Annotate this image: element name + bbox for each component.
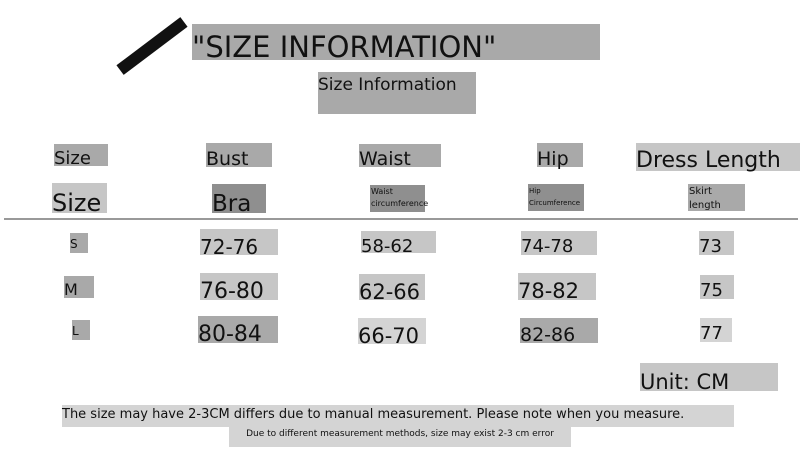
decorative-slash — [116, 17, 188, 75]
note-measurement-error: Due to different measurement methods, si… — [229, 425, 571, 447]
subheader-size: Size — [52, 183, 107, 217]
page-title: "SIZE INFORMATION" — [192, 24, 600, 64]
row-m-size: M — [64, 276, 94, 299]
row-m-waist: 62-66 — [359, 274, 425, 304]
header-dress-length: Dress Length — [636, 143, 800, 173]
header-divider — [4, 218, 798, 220]
header-size: Size — [54, 144, 108, 169]
subheader-waist: Waist circumference — [370, 185, 428, 212]
subheader-hip: Hip Circumference — [528, 184, 584, 211]
row-s-hip: 74-78 — [521, 231, 597, 257]
header-waist: Waist — [359, 144, 441, 170]
row-l-bust: 80-84 — [198, 316, 278, 347]
unit-label: Unit: CM — [640, 363, 778, 394]
row-s-length: 73 — [699, 231, 734, 257]
row-l-size: L — [72, 320, 90, 340]
row-m-length: 75 — [700, 275, 734, 301]
row-l-waist: 66-70 — [358, 318, 426, 348]
note-manual-measurement: The size may have 2-3CM differs due to m… — [62, 405, 734, 427]
header-bust: Bust — [206, 143, 272, 170]
row-m-bust: 76-80 — [200, 273, 278, 304]
row-s-waist: 58-62 — [361, 231, 436, 257]
subheader-bra: Bra — [212, 184, 266, 217]
row-l-length: 77 — [700, 318, 732, 344]
row-s-size: S — [70, 233, 88, 253]
subheader-skirt: Skirt length — [688, 184, 745, 211]
row-l-hip: 82-86 — [520, 318, 598, 346]
header-hip: Hip — [537, 143, 583, 170]
row-m-hip: 78-82 — [518, 273, 596, 303]
page-subtitle: Size Information — [318, 72, 476, 114]
row-s-bust: 72-76 — [200, 229, 278, 259]
